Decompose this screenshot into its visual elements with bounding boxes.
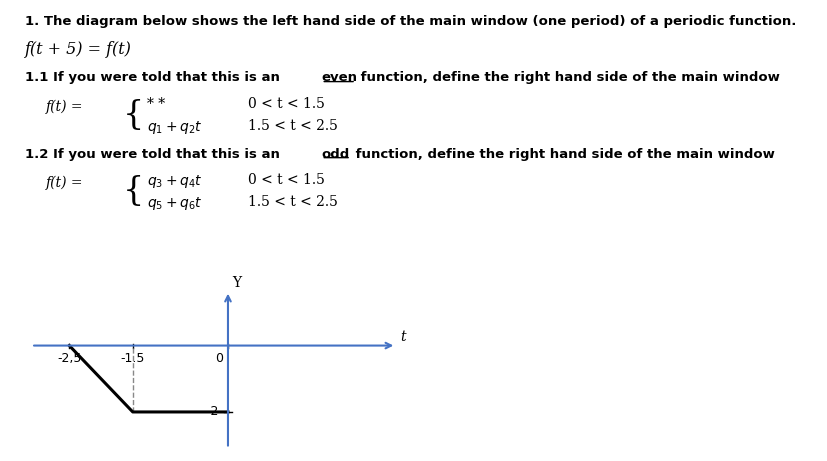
Text: t: t [400,330,406,344]
Text: 0: 0 [215,352,222,365]
Text: * *: * * [147,97,165,111]
Text: $q_5 + q_6t$: $q_5 + q_6t$ [147,195,203,212]
Text: -2,5: -2,5 [57,352,81,365]
Text: f(t) =: f(t) = [45,99,88,113]
Text: Y: Y [232,276,241,290]
Text: {: { [122,99,144,131]
Text: -2: -2 [206,406,218,419]
Text: 1.5 < t < 2.5: 1.5 < t < 2.5 [248,195,338,209]
Text: 0 < t < 1.5: 0 < t < 1.5 [248,97,325,111]
Text: 1.5 < t < 2.5: 1.5 < t < 2.5 [248,119,338,133]
Text: f(t + 5) = f(t): f(t + 5) = f(t) [25,41,131,59]
Text: even: even [321,71,356,84]
Text: -1.5: -1.5 [121,352,145,365]
Text: 1. The diagram below shows the left hand side of the main window (one period) of: 1. The diagram below shows the left hand… [25,15,796,28]
Text: {: { [122,175,144,207]
Text: $q_3 + q_4t$: $q_3 + q_4t$ [147,173,203,190]
Text: function, define the right hand side of the main window: function, define the right hand side of … [356,71,779,84]
Text: $q_1 + q_2t$: $q_1 + q_2t$ [147,119,203,136]
Text: function, define the right hand side of the main window: function, define the right hand side of … [351,148,774,160]
Text: f(t) =: f(t) = [45,175,88,189]
Text: odd: odd [321,148,349,160]
Text: 1.2 If you were told that this is an: 1.2 If you were told that this is an [25,148,284,160]
Text: 0 < t < 1.5: 0 < t < 1.5 [248,173,325,187]
Text: 1.1 If you were told that this is an: 1.1 If you were told that this is an [25,71,284,84]
